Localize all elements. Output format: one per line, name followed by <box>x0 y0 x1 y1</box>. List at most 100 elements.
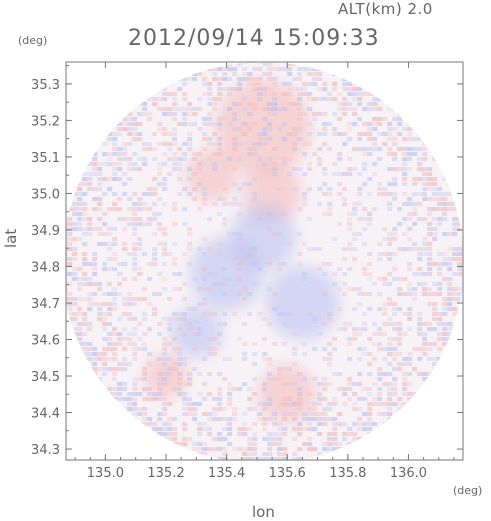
heatmap-cell <box>392 277 398 281</box>
heatmap-cell <box>107 337 113 341</box>
heatmap-cell <box>107 302 113 306</box>
heatmap-cell <box>187 177 193 181</box>
heatmap-cell <box>207 287 213 291</box>
heatmap-cell <box>347 167 353 171</box>
heatmap-cell <box>372 322 378 326</box>
heatmap-cell <box>287 132 293 136</box>
heatmap-cell <box>172 442 178 446</box>
heatmap-cell <box>377 107 383 111</box>
heatmap-cell <box>162 247 168 251</box>
heatmap-cell <box>322 212 328 216</box>
heatmap-cell <box>332 82 338 86</box>
heatmap-cell <box>202 197 208 201</box>
heatmap-cell <box>387 397 393 401</box>
heatmap-cell <box>442 212 448 216</box>
heatmap-cell <box>217 82 223 86</box>
heatmap-cell <box>202 92 208 96</box>
heatmap-cell <box>182 187 188 191</box>
heatmap-cell <box>157 357 163 361</box>
heatmap-cell <box>212 152 218 156</box>
heatmap-cell <box>257 457 263 460</box>
heatmap-cell <box>127 397 133 401</box>
heatmap-cell <box>242 342 248 346</box>
heatmap-cell <box>92 372 98 376</box>
heatmap-cell <box>447 282 453 286</box>
heatmap-cell <box>307 247 313 251</box>
heatmap-cell <box>112 202 118 206</box>
heatmap-cell <box>77 337 83 341</box>
x-axis-unit: (deg) <box>453 484 483 497</box>
heatmap-cell <box>67 302 73 306</box>
heatmap-cell <box>272 97 278 101</box>
heatmap-cell <box>297 207 303 211</box>
heatmap-cell <box>437 202 443 206</box>
heatmap-cell <box>82 192 88 196</box>
heatmap-cell <box>127 142 133 146</box>
heatmap-cell <box>342 257 348 261</box>
heatmap-cell <box>217 407 223 411</box>
heatmap-cell <box>337 192 343 196</box>
heatmap-cell <box>167 107 173 111</box>
heatmap-cell <box>402 192 408 196</box>
heatmap-cell <box>132 332 138 336</box>
heatmap-cell <box>257 137 263 141</box>
heatmap-cell <box>67 272 73 276</box>
heatmap-cell <box>332 132 338 136</box>
heatmap-cell <box>447 267 453 271</box>
heatmap-cell <box>87 262 93 266</box>
heatmap-cell <box>267 87 273 91</box>
heatmap-cell <box>247 442 253 446</box>
heatmap-cell <box>297 107 303 111</box>
heatmap-cell <box>132 317 138 321</box>
heatmap-cell <box>357 442 363 446</box>
heatmap-cell <box>317 422 323 426</box>
heatmap-cell <box>147 327 153 331</box>
heatmap-cell <box>147 352 153 356</box>
heatmap-cell <box>247 82 253 86</box>
heatmap-cell <box>177 77 183 81</box>
heatmap-cell <box>352 287 358 291</box>
heatmap-cell <box>162 407 168 411</box>
heatmap-cell <box>452 217 458 221</box>
heatmap-cell <box>77 277 83 281</box>
heatmap-cell <box>432 217 438 221</box>
heatmap-cell <box>127 167 133 171</box>
y-tick-label: 35.0 <box>31 187 60 202</box>
heatmap-cell <box>282 382 288 386</box>
heatmap-cell <box>402 147 408 151</box>
heatmap-cell <box>82 262 88 266</box>
heatmap-cell <box>322 292 328 296</box>
heatmap-cell <box>442 197 448 201</box>
heatmap-cell <box>422 242 428 246</box>
heatmap-cell <box>72 222 78 226</box>
heatmap-cell <box>117 122 123 126</box>
heatmap-cell <box>447 337 453 341</box>
heatmap-cell <box>382 312 388 316</box>
heatmap-cell <box>272 92 278 96</box>
heatmap-cell <box>162 92 168 96</box>
heatmap-cell <box>452 307 458 311</box>
heatmap-cell <box>282 212 288 216</box>
heatmap-cell <box>327 317 333 321</box>
heatmap-cell <box>372 117 378 121</box>
heatmap-cell <box>222 457 228 460</box>
heatmap-cell <box>117 167 123 171</box>
heatmap-cell <box>372 97 378 101</box>
heatmap-cell <box>157 172 163 176</box>
heatmap-cell <box>347 247 353 251</box>
heatmap-cell <box>242 77 248 81</box>
heatmap-cell <box>222 117 228 121</box>
heatmap-cell <box>387 322 393 326</box>
heatmap-cell <box>242 432 248 436</box>
heatmap-cell <box>107 187 113 191</box>
heatmap-cell <box>377 372 383 376</box>
heatmap-cell <box>102 177 108 181</box>
heatmap-cell <box>427 247 433 251</box>
heatmap-cell <box>112 302 118 306</box>
heatmap-cell <box>67 292 73 296</box>
heatmap-cell <box>392 307 398 311</box>
heatmap-cell <box>237 77 243 81</box>
heatmap-cell <box>262 427 268 431</box>
heatmap-cell <box>132 407 138 411</box>
heatmap-cell <box>207 392 213 396</box>
